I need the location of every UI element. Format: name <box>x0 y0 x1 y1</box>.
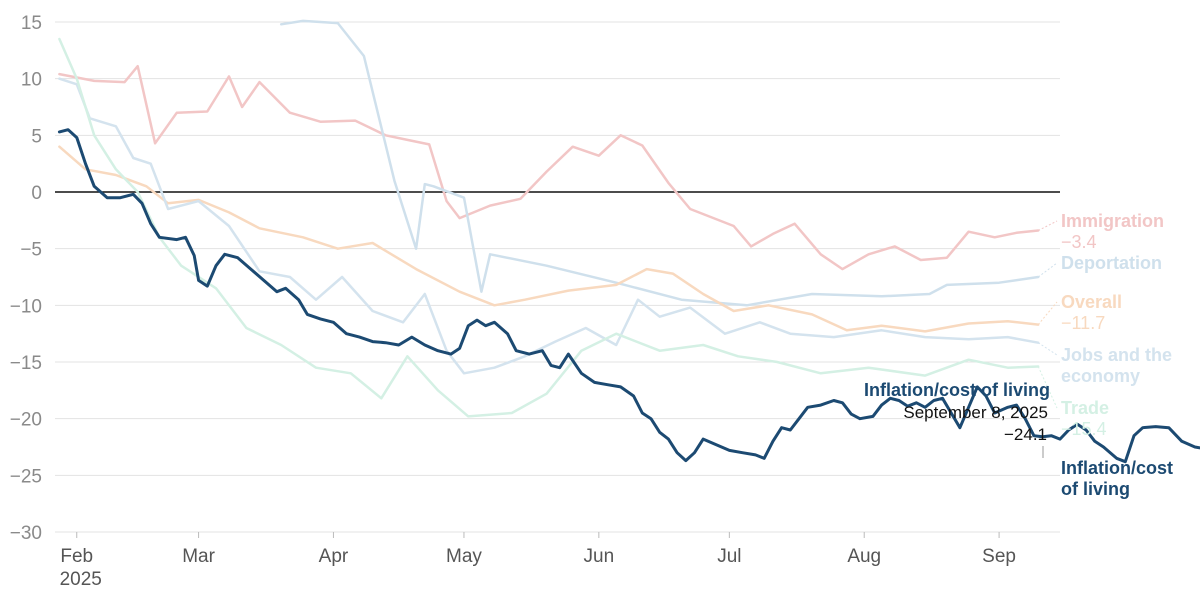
series-end-label-jobs-and-the-economy: economy <box>1061 366 1140 386</box>
y-tick-label: −25 <box>10 466 42 487</box>
series-end-label-deportation: Deportation <box>1061 253 1162 273</box>
y-tick-label: −5 <box>20 240 42 261</box>
x-tick-label: Sep <box>982 546 1016 567</box>
y-tick-label: −10 <box>10 296 42 317</box>
series-end-value-overall: −11.7 <box>1061 313 1105 333</box>
series-line-deportation <box>279 19 1040 307</box>
series-lines <box>57 19 1200 464</box>
series-end-label-trade: Trade <box>1061 398 1109 418</box>
y-tick-label: −30 <box>10 523 42 544</box>
y-tick-label: 10 <box>21 70 42 91</box>
x-tick-label: Aug <box>847 546 881 567</box>
series-line-immigration <box>58 64 1040 271</box>
series-end-value-immigration: −3.4 <box>1061 232 1097 252</box>
x-tick-label: Feb <box>60 546 93 567</box>
y-tick-label: 0 <box>31 183 42 204</box>
y-tick-label: 5 <box>31 126 42 147</box>
end-label-leader <box>1037 262 1058 278</box>
series-line-jobs-and-the-economy <box>58 77 1040 375</box>
y-tick-label: −20 <box>10 410 42 431</box>
y-axis-ticks: 15 10 5 0 −5 −10 −15 −20 −25 −30 <box>10 13 42 544</box>
end-label-leader <box>1038 220 1058 231</box>
end-label-leader <box>1037 301 1058 325</box>
series-end-value-trade: −15.4 <box>1061 419 1107 439</box>
callout: Inflation/cost of living September 8, 20… <box>864 380 1050 458</box>
callout-date: September 8, 2025 <box>903 403 1048 422</box>
end-label-leader <box>1037 366 1058 409</box>
series-end-label-inflation-cost-of-living: of living <box>1061 479 1130 499</box>
x-tick-label: Mar <box>182 546 215 567</box>
x-tick-year-label: 2025 <box>60 569 102 590</box>
x-tick-label: May <box>446 546 482 567</box>
y-tick-label: −15 <box>10 353 42 374</box>
series-end-label-jobs-and-the-economy: Jobs and the <box>1061 345 1172 365</box>
end-label-leader <box>1037 342 1058 356</box>
x-tick-label: Jul <box>717 546 741 567</box>
series-line-inflation-cost-of-living <box>57 128 1200 464</box>
x-tick-label: Jun <box>584 546 615 567</box>
callout-title: Inflation/cost of living <box>864 380 1050 400</box>
series-end-label-immigration: Immigration <box>1061 211 1164 231</box>
gridlines <box>55 21 1060 533</box>
x-tick-label: Apr <box>319 546 349 567</box>
callout-value: −24.1 <box>1004 425 1047 444</box>
series-line-overall <box>58 145 1040 333</box>
series-end-label-overall: Overall <box>1061 292 1122 312</box>
series-end-label-inflation-cost-of-living: Inflation/cost <box>1061 458 1173 478</box>
y-tick-label: 15 <box>21 13 42 34</box>
